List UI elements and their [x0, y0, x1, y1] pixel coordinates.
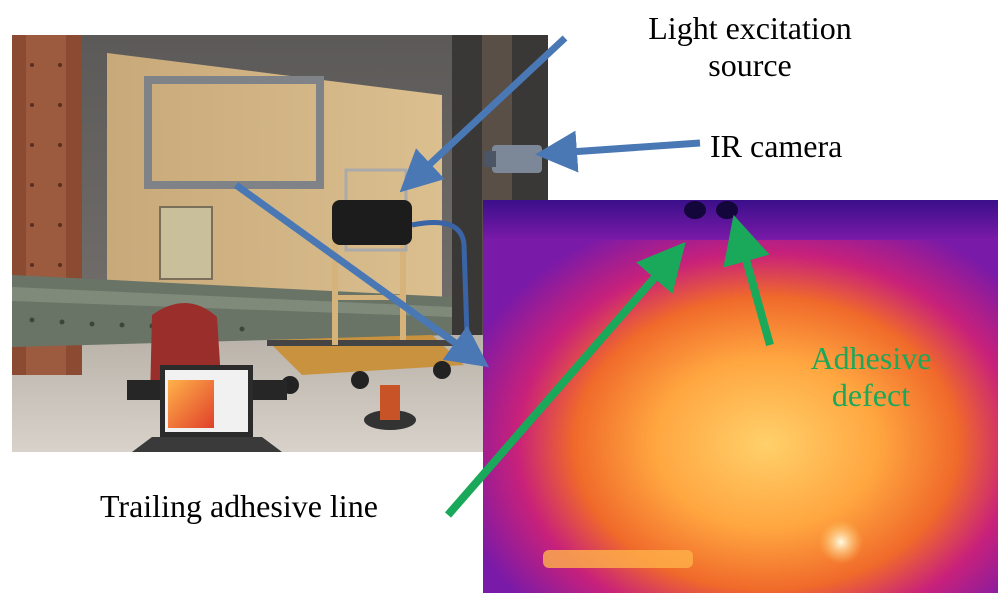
adhesive-defect-label: Adhesive defect [786, 340, 956, 414]
light-source-label: Light excitation source [620, 10, 880, 84]
adhesive-defect-label-line2: defect [786, 377, 956, 414]
light-source-label-line2: source [620, 47, 880, 84]
light-source-label-line1: Light excitation [620, 10, 880, 47]
title-fragment: ▬▬▬ [82, 0, 226, 12]
adhesive-defect-label-line1: Adhesive [786, 340, 956, 377]
lab-photo [12, 35, 548, 452]
ir-camera-label: IR camera [710, 128, 842, 165]
ir-camera-arrow [556, 143, 700, 153]
trailing-line-label: Trailing adhesive line [100, 488, 378, 525]
